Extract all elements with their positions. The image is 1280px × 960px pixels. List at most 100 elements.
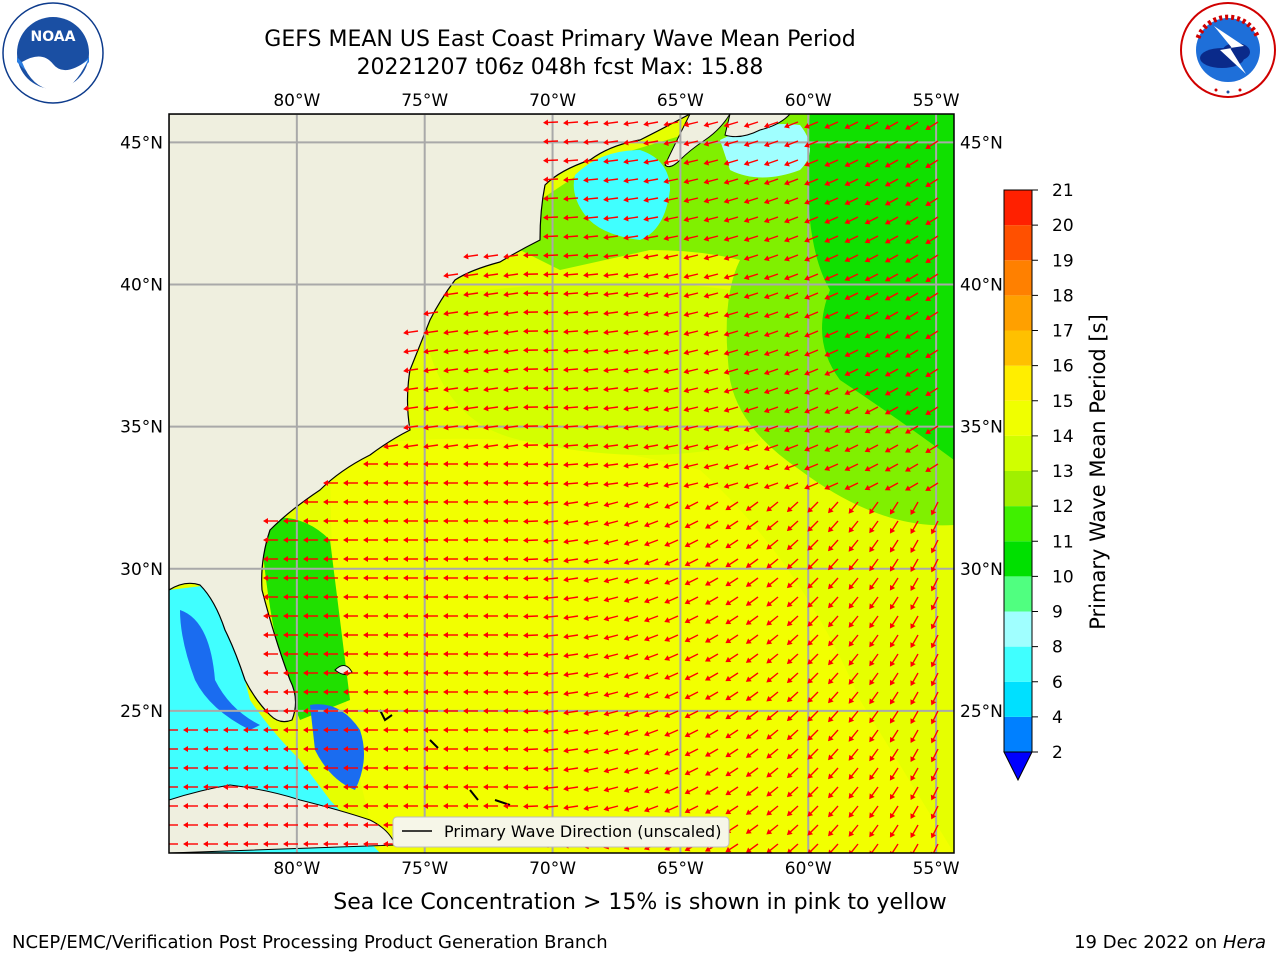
direction-arrowhead bbox=[844, 313, 851, 320]
direction-arrowhead bbox=[743, 160, 750, 166]
direction-arrowhead bbox=[889, 508, 896, 515]
direction-arrow bbox=[747, 634, 759, 643]
direction-arrowhead bbox=[323, 708, 328, 714]
direction-arrowhead bbox=[323, 746, 328, 752]
colorbar-segment bbox=[1004, 295, 1032, 331]
direction-arrowhead bbox=[583, 253, 589, 259]
direction-arrowhead bbox=[223, 784, 228, 790]
direction-arrowhead bbox=[684, 655, 691, 662]
direction-arrow bbox=[545, 197, 559, 200]
direction-arrowhead bbox=[704, 523, 711, 529]
direction-arrowhead bbox=[664, 845, 671, 851]
direction-arrowhead bbox=[583, 748, 589, 754]
direction-arrowhead bbox=[930, 699, 937, 706]
direction-arrowhead bbox=[403, 803, 408, 809]
direction-arrowhead bbox=[583, 139, 589, 145]
direction-arrowhead bbox=[643, 597, 650, 604]
lon-label-bottom: 65°W bbox=[657, 859, 704, 879]
direction-arrowhead bbox=[905, 238, 911, 244]
direction-arrowhead bbox=[623, 578, 630, 584]
direction-arrowhead bbox=[383, 518, 388, 524]
direction-arrow bbox=[545, 558, 559, 561]
direction-arrow bbox=[406, 349, 419, 353]
direction-arrowhead bbox=[807, 601, 814, 608]
colorbar-tick-label: 15 bbox=[1052, 392, 1074, 412]
direction-arrow bbox=[525, 615, 539, 618]
direction-arrowhead bbox=[303, 613, 308, 619]
direction-arrow bbox=[747, 843, 759, 852]
direction-arrowhead bbox=[905, 295, 911, 301]
direction-arrow bbox=[525, 520, 539, 523]
direction-arrowhead bbox=[723, 254, 730, 261]
direction-arrow bbox=[746, 140, 759, 146]
direction-arrowhead bbox=[643, 424, 649, 431]
direction-arrowhead bbox=[804, 408, 810, 414]
direction-arrowhead bbox=[503, 575, 508, 581]
direction-arrowhead bbox=[463, 784, 468, 790]
colorbar-tick-label: 4 bbox=[1052, 708, 1063, 728]
direction-arrow bbox=[747, 615, 759, 624]
direction-arrow bbox=[585, 178, 599, 181]
direction-arrowhead bbox=[363, 708, 368, 714]
direction-arrowhead bbox=[383, 443, 389, 450]
direction-arrowhead bbox=[563, 480, 569, 487]
direction-arrowhead bbox=[643, 234, 649, 241]
direction-arrow bbox=[826, 311, 839, 318]
direction-arrow bbox=[786, 178, 799, 184]
direction-arrowhead bbox=[643, 367, 649, 374]
direction-arrowhead bbox=[323, 613, 328, 619]
direction-arrow bbox=[606, 577, 619, 582]
direction-arrow bbox=[545, 121, 559, 124]
direction-arrowhead bbox=[844, 370, 851, 377]
direction-arrowhead bbox=[183, 841, 188, 847]
direction-arrowhead bbox=[603, 120, 609, 127]
direction-arrow bbox=[466, 406, 479, 410]
direction-arrowhead bbox=[623, 806, 630, 812]
direction-arrowhead bbox=[905, 466, 911, 472]
direction-arrowhead bbox=[828, 602, 834, 609]
direction-arrowhead bbox=[869, 527, 875, 534]
direction-arrow bbox=[406, 425, 419, 429]
direction-arrow bbox=[545, 482, 559, 485]
legend-label: Primary Wave Direction (unscaled) bbox=[444, 822, 721, 841]
direction-arrowhead bbox=[725, 618, 732, 625]
direction-arrowhead bbox=[363, 765, 368, 771]
direction-arrowhead bbox=[889, 527, 896, 534]
direction-arrow bbox=[887, 254, 899, 262]
direction-arrow bbox=[887, 387, 899, 395]
direction-arrowhead bbox=[583, 272, 589, 278]
direction-arrow bbox=[586, 577, 599, 582]
direction-arrowhead bbox=[523, 385, 529, 392]
footer-date: 19 Dec 2022 on Hera bbox=[1074, 932, 1266, 953]
direction-arrowhead bbox=[343, 822, 348, 828]
direction-arrowhead bbox=[844, 465, 851, 472]
direction-arrow bbox=[585, 273, 599, 276]
direction-arrowhead bbox=[910, 699, 916, 706]
direction-arrowhead bbox=[563, 423, 569, 430]
direction-arrowhead bbox=[684, 788, 691, 795]
direction-arrowhead bbox=[623, 462, 629, 469]
direction-arrowhead bbox=[583, 367, 589, 373]
direction-arrowhead bbox=[786, 791, 793, 798]
direction-arrowhead bbox=[263, 708, 268, 714]
direction-arrowhead bbox=[910, 737, 916, 744]
colorbar-tick-label: 9 bbox=[1052, 603, 1063, 623]
direction-arrowhead bbox=[203, 841, 208, 847]
direction-arrow bbox=[927, 121, 939, 129]
direction-arrowhead bbox=[684, 807, 691, 814]
direction-arrow bbox=[890, 824, 899, 836]
direction-arrowhead bbox=[163, 803, 168, 809]
direction-arrowhead bbox=[663, 311, 669, 317]
direction-arrowhead bbox=[543, 290, 549, 297]
direction-arrowhead bbox=[704, 599, 711, 605]
direction-arrowhead bbox=[824, 427, 831, 433]
direction-arrowhead bbox=[889, 546, 896, 553]
direction-arrowhead bbox=[784, 255, 790, 262]
direction-arrowhead bbox=[523, 480, 529, 487]
direction-arrowhead bbox=[930, 642, 937, 649]
direction-arrowhead bbox=[664, 712, 671, 718]
direction-arrowhead bbox=[743, 407, 750, 413]
direction-arrowhead bbox=[743, 122, 750, 128]
direction-arrowhead bbox=[704, 637, 711, 643]
